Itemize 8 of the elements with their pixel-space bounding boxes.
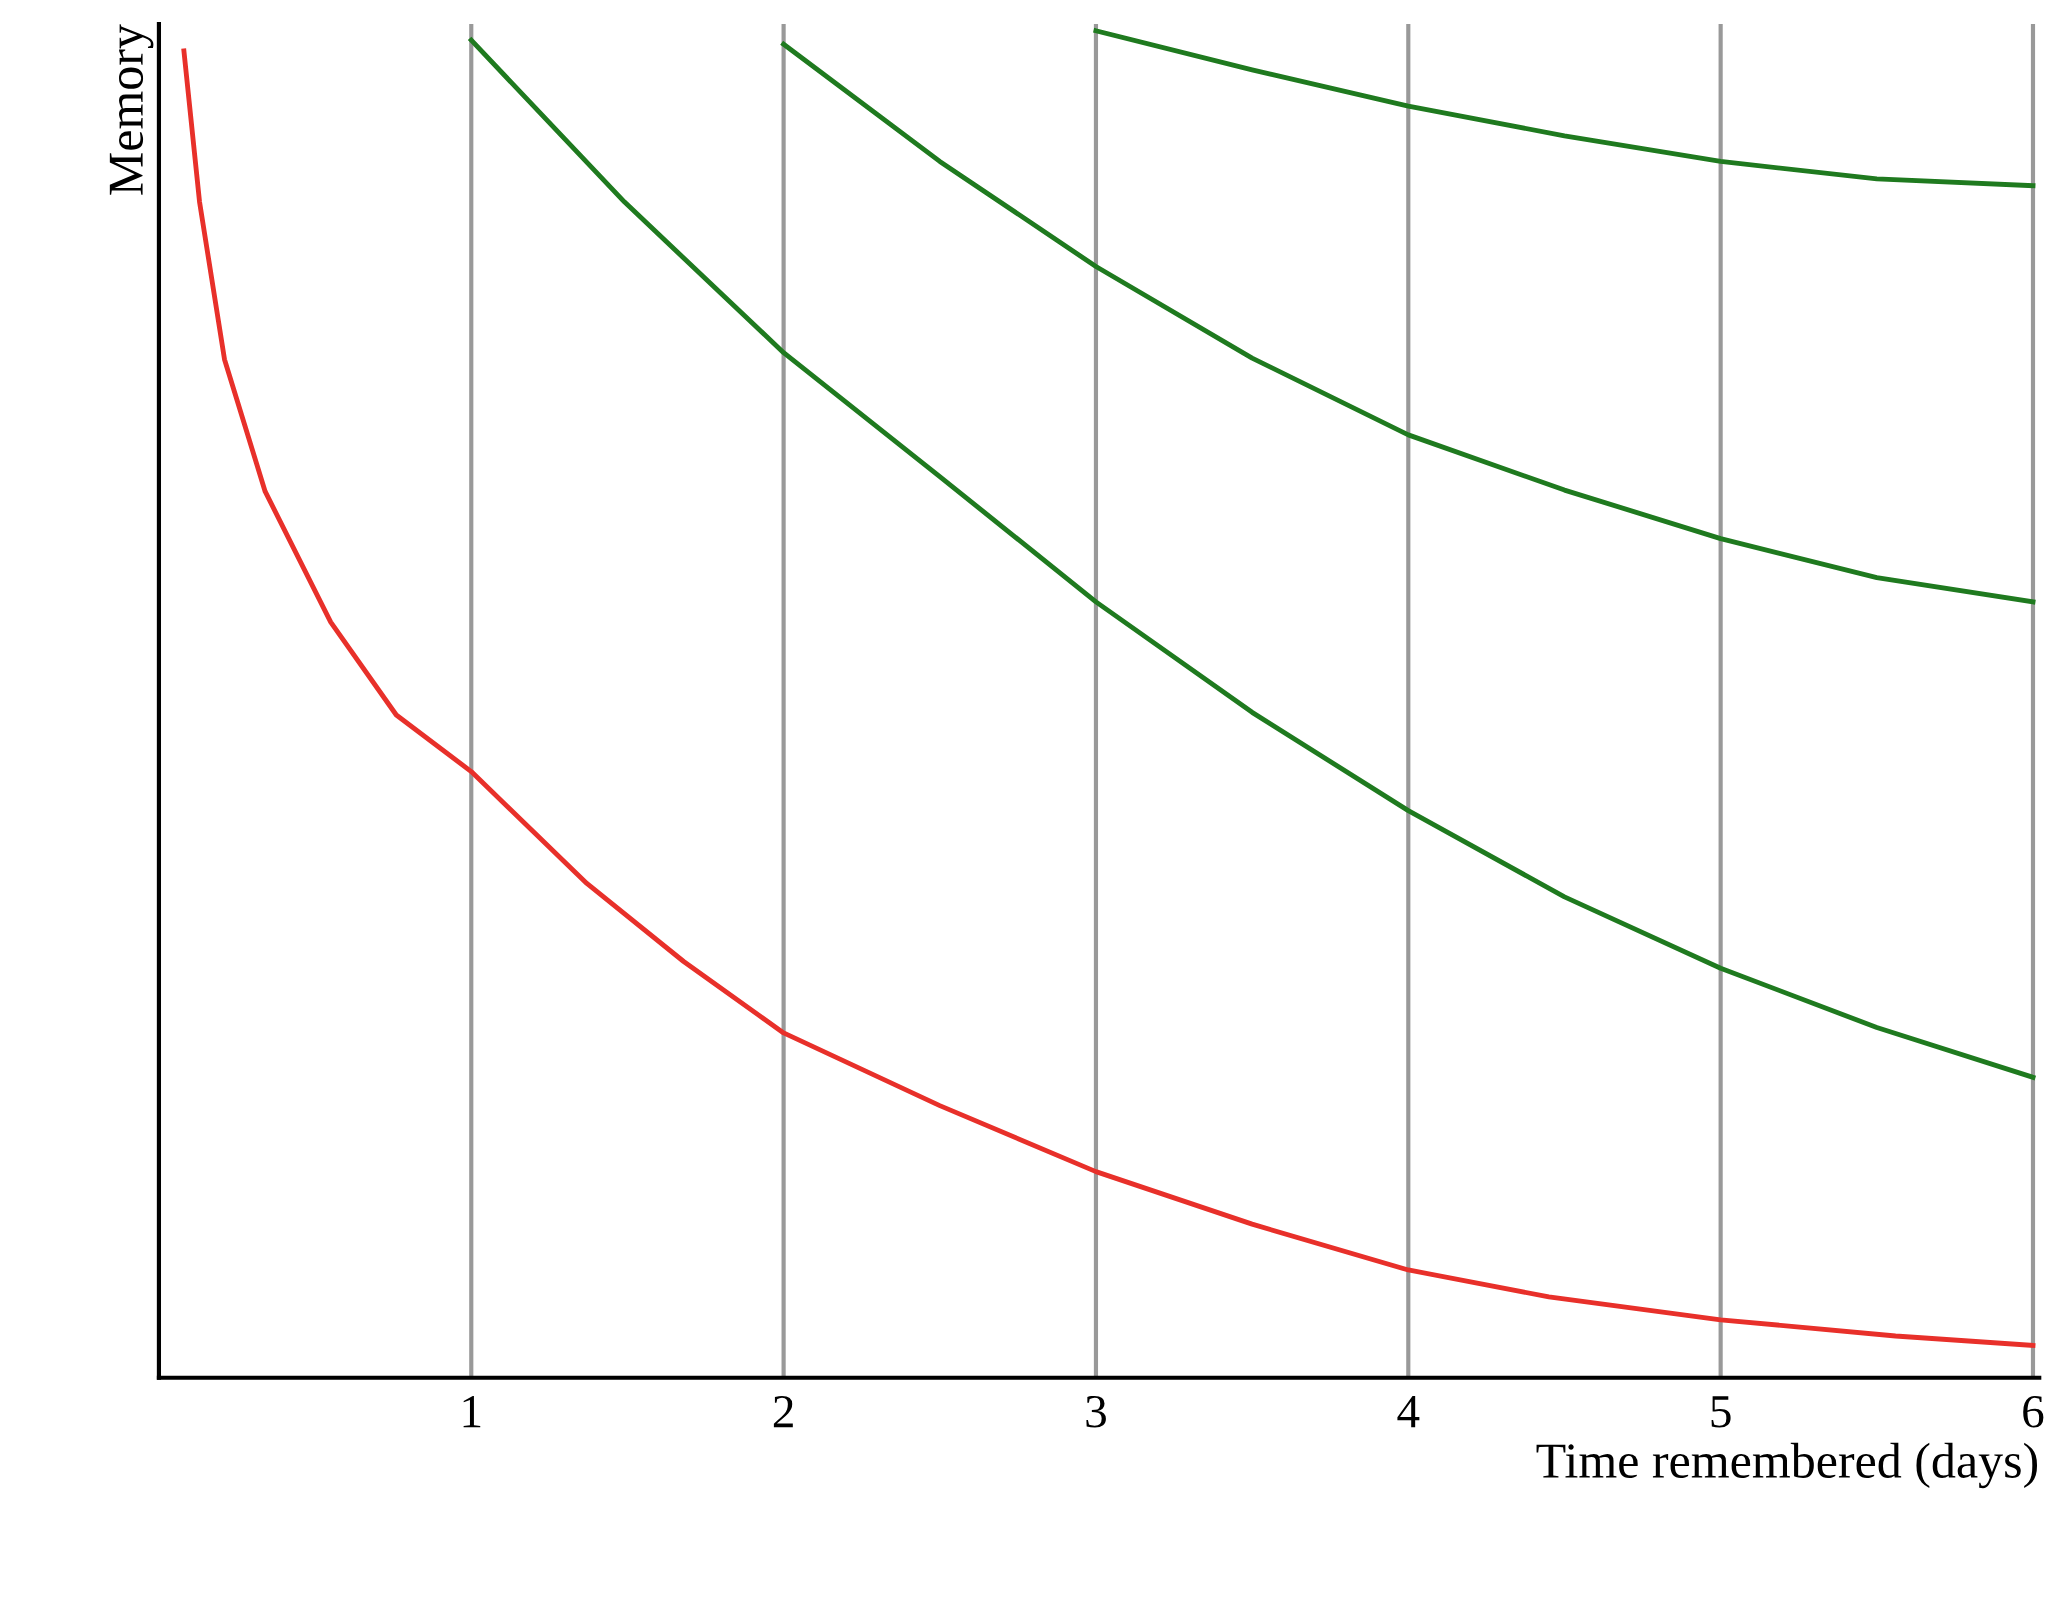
- x-tick-label: 3: [1086, 1395, 1106, 1428]
- x-tick-label: 5: [1711, 1396, 1731, 1428]
- x-axis-title: Time remembered (days): [1536, 1442, 2038, 1489]
- x-tick-label: 6: [2023, 1395, 2044, 1428]
- x-tick-label: 1: [463, 1395, 481, 1428]
- x-tick-label: 2: [773, 1395, 793, 1428]
- x-tick-label: 4: [1397, 1396, 1420, 1428]
- y-axis-title: Memory: [109, 24, 154, 195]
